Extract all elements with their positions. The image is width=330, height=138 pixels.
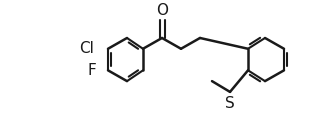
Text: Cl: Cl xyxy=(79,41,94,56)
Text: O: O xyxy=(156,3,168,18)
Text: S: S xyxy=(225,96,235,111)
Text: F: F xyxy=(87,63,96,78)
